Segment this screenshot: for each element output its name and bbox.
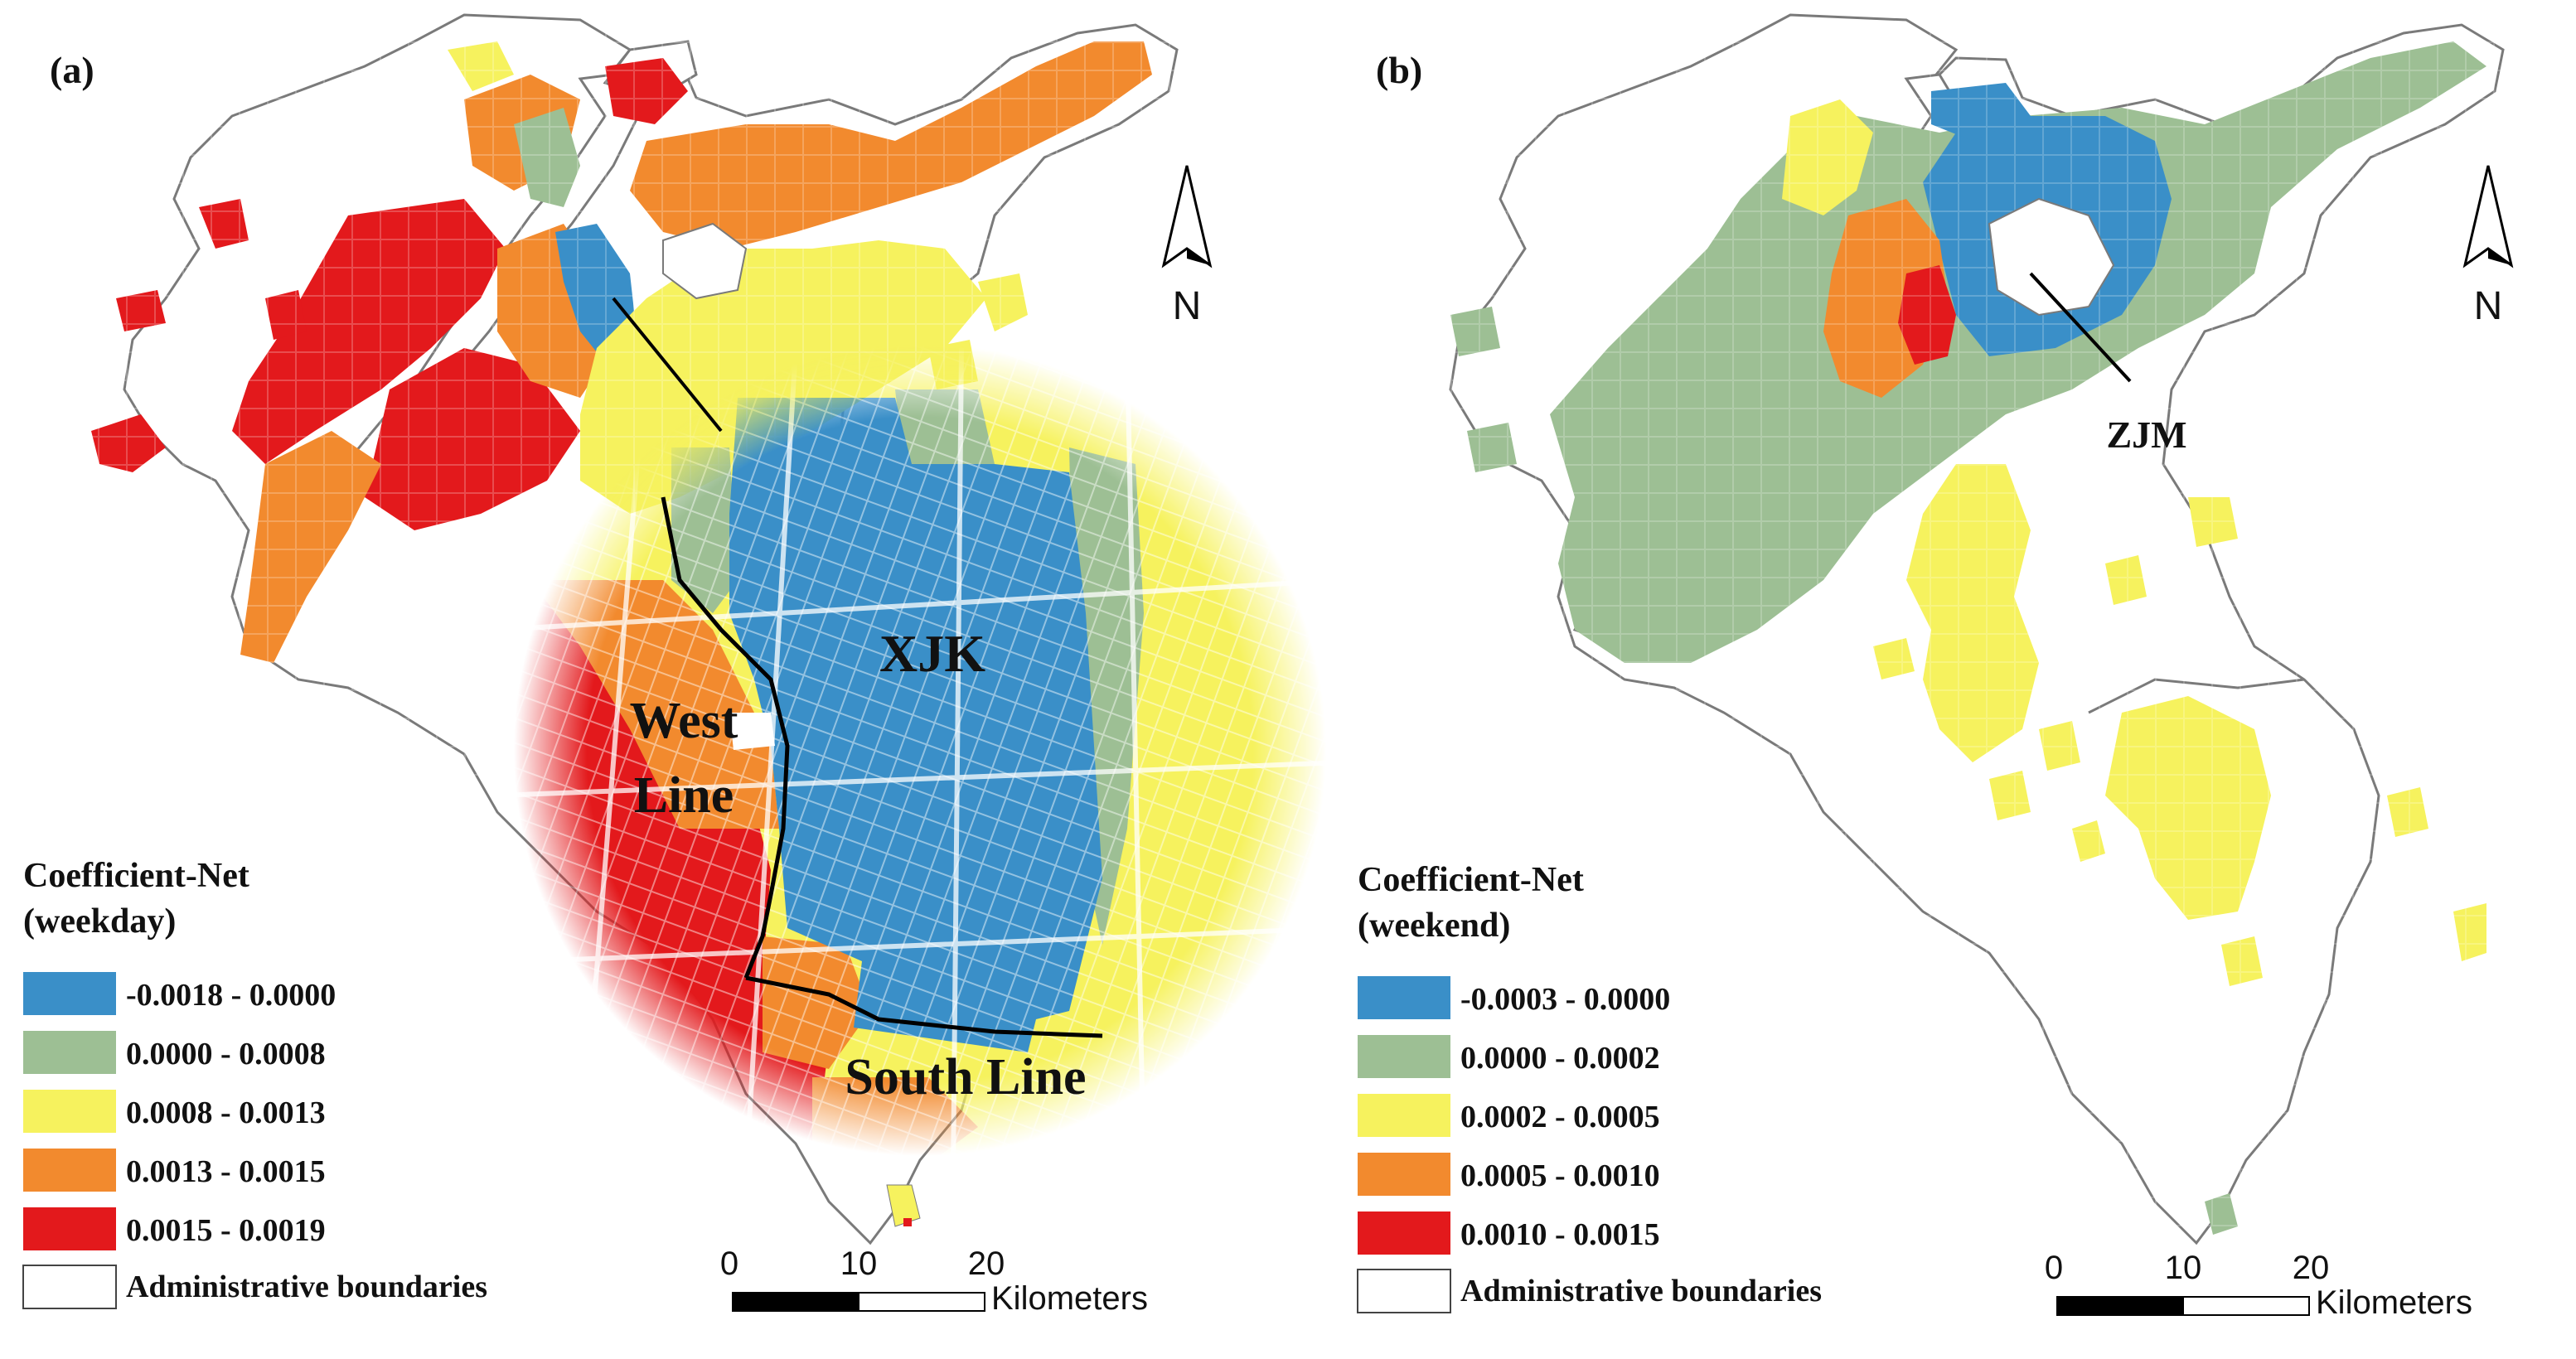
legend-b-boundary-label: Administrative boundaries (1460, 1274, 1822, 1308)
legend-class-label-3: 0.0002 - 0.0005 (1460, 1100, 1660, 1134)
scalebar-b-unit: Kilometers (2316, 1284, 2472, 1321)
legend-swatch-4 (23, 1149, 116, 1192)
legend-swatch-4 (1358, 1153, 1450, 1196)
north-arrow-shade (2488, 249, 2511, 265)
panel-b: ZJM (b) N Coefficient-Net (weekend) -0.0… (1357, 13, 2520, 1321)
inset-lake (729, 713, 775, 750)
inset-label-west-line-2: Line (634, 767, 734, 824)
inset-main-roads (496, 347, 1344, 1178)
panel-a-north-arrow: N (1161, 165, 1213, 328)
panel-a-callout-line (612, 297, 723, 433)
legend-b-title-1: Coefficient-Net (1358, 861, 1584, 899)
panel-a-lake (662, 222, 748, 300)
legend-class-label-5: 0.0015 - 0.0019 (126, 1213, 326, 1248)
legend-class-label-4: 0.0005 - 0.0010 (1460, 1158, 1660, 1193)
panel-a: XJK West Line South Line (a) N Coefficie… (22, 13, 1344, 1317)
legend-a-title-1: Coefficient-Net (23, 857, 249, 895)
legend-a-boundary-label: Administrative boundaries (126, 1270, 487, 1304)
scalebar-a-black (732, 1292, 859, 1312)
panel-b-label: (b) (1376, 49, 1422, 91)
panel-b-road-texture (1442, 33, 2520, 1226)
inset-label-west-line-1: West (630, 693, 738, 749)
legend-b-boundary-swatch (1357, 1269, 1451, 1313)
panel-a-inset (496, 331, 1344, 1178)
panel-b-north-label: N (2474, 284, 2503, 328)
panel-a-legend: Coefficient-Net (weekday) -0.0018 - 0.00… (22, 857, 487, 1309)
scalebar-b-white (2182, 1296, 2310, 1316)
scalebar-b-tick-1: 10 (2165, 1250, 2202, 1286)
panel-b-north-arrow: N (2462, 165, 2514, 328)
scalebar-a-tick-2: 20 (968, 1245, 1005, 1282)
west-line-route (661, 496, 790, 979)
legend-class-label-1: -0.0003 - 0.0000 (1460, 982, 1670, 1017)
scalebar-a-tick-0: 0 (720, 1245, 738, 1282)
legend-class-label-2: 0.0000 - 0.0008 (126, 1037, 326, 1071)
callout-label-zjm: ZJM (2106, 414, 2186, 456)
legend-class-label-2: 0.0000 - 0.0002 (1460, 1041, 1660, 1076)
legend-swatch-5 (23, 1207, 116, 1250)
scalebar-a-unit: Kilometers (991, 1280, 1148, 1317)
panel-a-south-patch-red (903, 1218, 912, 1226)
legend-a-title-2: (weekday) (23, 902, 176, 941)
legend-class-label-4: 0.0013 - 0.0015 (126, 1154, 326, 1189)
legend-class-label-5: 0.0010 - 0.0015 (1460, 1217, 1660, 1252)
legend-b-title-2: (weekend) (1358, 907, 1510, 945)
panel-b-scalebar: 0 10 20 Kilometers (2045, 1250, 2472, 1321)
panel-b-callout-line (2029, 272, 2132, 383)
north-arrow-shade (1187, 249, 1210, 265)
legend-swatch-2 (23, 1031, 116, 1074)
legend-swatch-3 (1358, 1094, 1450, 1137)
panel-a-south-patch (886, 1184, 921, 1227)
south-line-route (745, 975, 1103, 1038)
legend-swatch-2 (1358, 1035, 1450, 1078)
scalebar-a-white (858, 1292, 985, 1312)
inset-label-xjk: XJK (879, 624, 985, 683)
scalebar-a-tick-1: 10 (840, 1245, 878, 1282)
panel-a-scalebar: 0 10 20 Kilometers (720, 1245, 1148, 1317)
inset-label-south-line: South Line (845, 1049, 1086, 1105)
legend-swatch-5 (1358, 1211, 1450, 1255)
scalebar-b-black (2056, 1296, 2184, 1316)
panel-b-legend: Coefficient-Net (weekend) -0.0003 - 0.00… (1357, 861, 1822, 1313)
scalebar-b-tick-0: 0 (2045, 1250, 2063, 1286)
panel-a-label: (a) (50, 49, 94, 91)
legend-class-label-1: -0.0018 - 0.0000 (126, 978, 336, 1013)
panel-b-lake (1988, 197, 2115, 317)
legend-class-label-3: 0.0008 - 0.0013 (126, 1095, 326, 1130)
panel-a-north-label: N (1173, 284, 1202, 328)
scalebar-b-tick-2: 20 (2293, 1250, 2330, 1286)
legend-a-boundary-swatch (22, 1265, 117, 1309)
legend-swatch-1 (23, 972, 116, 1015)
legend-swatch-3 (23, 1090, 116, 1133)
legend-swatch-1 (1358, 976, 1450, 1019)
